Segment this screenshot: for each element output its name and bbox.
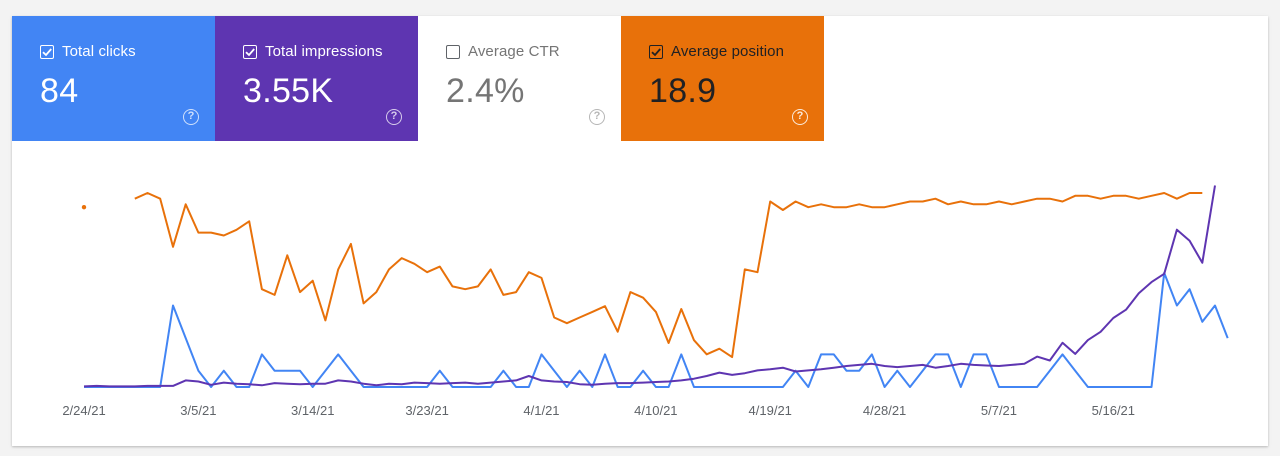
series-total-clicks bbox=[84, 271, 1229, 388]
x-tick-label: 5/16/21 bbox=[1092, 403, 1135, 418]
metric-label: Total clicks bbox=[62, 43, 136, 60]
series-line bbox=[84, 271, 1229, 388]
checkbox-checked-icon[interactable] bbox=[40, 45, 54, 59]
metric-cards: Total clicks 84 ? Total impressions 3.55… bbox=[12, 16, 824, 141]
series-line bbox=[83, 185, 1216, 388]
metric-label: Average CTR bbox=[468, 43, 560, 60]
x-tick-label: 4/28/21 bbox=[863, 403, 906, 418]
metric-value: 3.55K bbox=[243, 72, 334, 110]
checkbox-unchecked-icon[interactable] bbox=[446, 45, 460, 59]
metric-value: 18.9 bbox=[649, 72, 717, 110]
help-icon[interactable]: ? bbox=[386, 109, 402, 125]
x-tick-label: 3/5/21 bbox=[180, 403, 216, 418]
performance-panel: Total clicks 84 ? Total impressions 3.55… bbox=[12, 16, 1268, 446]
series-total-impressions bbox=[83, 185, 1216, 388]
series-line bbox=[134, 192, 1203, 359]
metric-card-average-ctr[interactable]: Average CTR 2.4% ? bbox=[418, 16, 621, 141]
x-tick-label: 3/23/21 bbox=[405, 403, 448, 418]
metric-card-total-impressions[interactable]: Total impressions 3.55K ? bbox=[215, 16, 418, 141]
x-tick-label: 5/7/21 bbox=[981, 403, 1017, 418]
metric-value: 84 bbox=[40, 72, 79, 110]
help-icon[interactable]: ? bbox=[183, 109, 199, 125]
series-average-position bbox=[81, 192, 1203, 359]
metric-value: 2.4% bbox=[446, 72, 525, 110]
x-tick-label: 4/10/21 bbox=[634, 403, 677, 418]
metric-label: Total impressions bbox=[265, 43, 383, 60]
x-tick-label: 4/1/21 bbox=[523, 403, 559, 418]
performance-line-chart: 2/24/21 3/5/21 3/14/21 3/23/21 4/1/21 4/10/21… bbox=[62, 185, 1229, 418]
metric-card-total-clicks[interactable]: Total clicks 84 ? bbox=[12, 16, 215, 141]
help-icon[interactable]: ? bbox=[589, 109, 605, 125]
checkbox-checked-icon[interactable] bbox=[649, 45, 663, 59]
x-tick-label: 2/24/21 bbox=[62, 403, 105, 418]
data-point bbox=[81, 204, 87, 210]
checkbox-checked-icon[interactable] bbox=[243, 45, 257, 59]
metric-card-average-position[interactable]: Average position 18.9 ? bbox=[621, 16, 824, 141]
x-tick-label: 3/14/21 bbox=[291, 403, 334, 418]
metric-label: Average position bbox=[671, 43, 785, 60]
x-tick-label: 4/19/21 bbox=[749, 403, 792, 418]
help-icon[interactable]: ? bbox=[792, 109, 808, 125]
